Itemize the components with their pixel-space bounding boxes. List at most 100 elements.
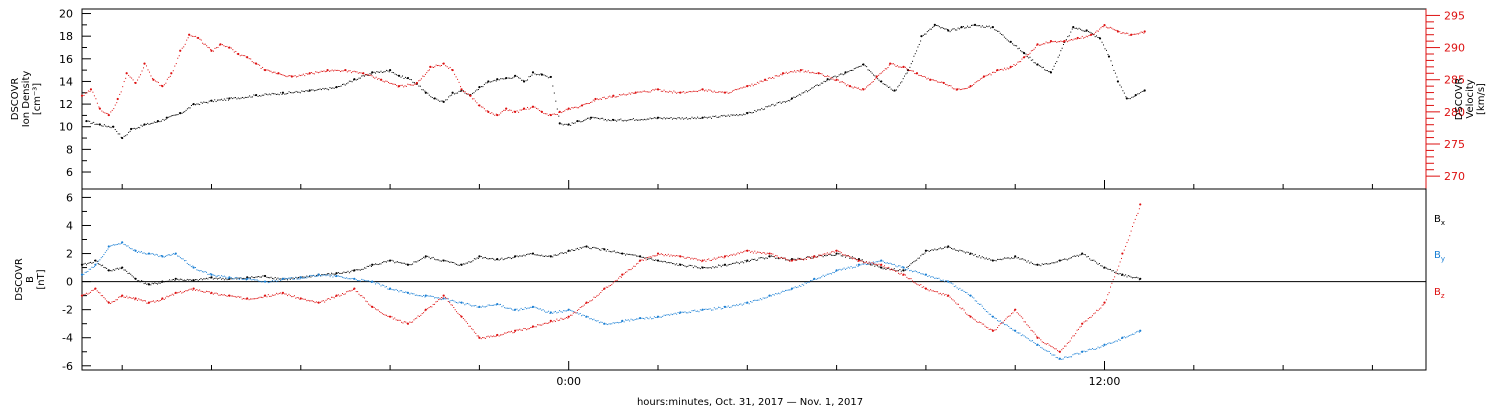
velocity-point <box>639 91 641 93</box>
by-point <box>1061 358 1063 360</box>
density-point <box>457 92 459 94</box>
by-point <box>237 278 239 280</box>
bz-point <box>819 254 821 256</box>
velocity-point <box>766 80 768 82</box>
by-point <box>493 304 495 306</box>
density-point <box>1107 54 1109 56</box>
velocity-point <box>1139 32 1141 34</box>
velocity-point <box>389 82 391 84</box>
bx-point <box>130 273 132 275</box>
density-point <box>1003 36 1005 38</box>
by-point <box>985 311 987 313</box>
by-point <box>863 263 865 265</box>
by-point <box>458 301 460 303</box>
density-point <box>218 99 220 101</box>
bx-point <box>280 278 282 280</box>
velocity-point <box>837 79 839 81</box>
velocity-point <box>878 74 880 76</box>
density-tick-label: 16 <box>59 53 73 66</box>
density-point <box>824 81 826 83</box>
velocity-point <box>143 67 145 69</box>
density-point <box>966 25 968 27</box>
bz-point <box>431 306 433 308</box>
by-point <box>307 276 309 278</box>
bx-point <box>941 248 943 250</box>
velocity-point <box>920 75 922 77</box>
bx-point <box>347 270 349 272</box>
velocity-point <box>567 109 569 111</box>
density-point <box>139 127 141 129</box>
velocity-point <box>605 98 607 100</box>
bz-point <box>886 267 888 269</box>
density-point <box>631 119 633 121</box>
density-point <box>871 72 873 74</box>
by-point <box>647 317 649 319</box>
by-point <box>1020 335 1022 337</box>
by-point <box>699 309 701 311</box>
density-point <box>332 87 334 89</box>
bx-point <box>453 262 455 264</box>
by-point <box>462 302 464 304</box>
bx-point <box>870 264 872 266</box>
density-point <box>1078 27 1080 29</box>
by-point <box>697 310 699 312</box>
by-point <box>288 277 290 279</box>
by-point <box>765 297 767 299</box>
bx-point <box>482 257 484 259</box>
bz-point <box>847 255 849 257</box>
velocity-point <box>796 70 798 72</box>
velocity-point <box>344 69 346 71</box>
by-point <box>893 263 895 265</box>
by-point <box>1120 337 1122 339</box>
by-point <box>990 313 992 315</box>
density-point <box>553 92 555 94</box>
by-point <box>958 288 959 290</box>
by-point <box>644 318 646 320</box>
bx-point <box>673 263 675 265</box>
bz-point <box>505 332 507 334</box>
legend-sub: y <box>1441 255 1445 263</box>
density-point <box>834 75 836 77</box>
velocity-point <box>250 58 252 60</box>
velocity-point <box>1057 41 1059 43</box>
velocity-point <box>403 86 405 88</box>
bz-point <box>995 329 997 331</box>
density-point <box>264 93 266 95</box>
by-point <box>343 277 345 279</box>
by-point <box>374 283 376 285</box>
density-point <box>786 100 788 102</box>
velocity-point <box>996 70 998 72</box>
bx-point <box>639 255 642 258</box>
density-point <box>380 70 382 72</box>
bx-point <box>498 259 500 261</box>
velocity-point <box>372 76 374 78</box>
by-point <box>755 299 757 301</box>
velocity-point <box>375 76 377 78</box>
by-point <box>779 293 781 295</box>
velocity-point <box>1075 38 1077 40</box>
velocity-point <box>695 90 697 92</box>
bx-point <box>669 262 671 264</box>
density-point <box>160 120 162 122</box>
by-point <box>464 304 466 306</box>
bz-point <box>140 299 142 301</box>
density-point <box>933 25 935 27</box>
density-point <box>1134 93 1137 97</box>
by-point <box>293 278 295 280</box>
bx-point <box>784 259 786 261</box>
bz-point <box>553 320 555 322</box>
density-point <box>233 97 235 99</box>
bx-point <box>913 261 915 263</box>
bx-point <box>1033 263 1035 265</box>
bfield-tick-label: -2 <box>62 304 73 317</box>
bz-point <box>456 311 458 313</box>
velocity-point <box>978 79 980 81</box>
by-point <box>299 276 302 279</box>
by-point <box>104 251 106 253</box>
velocity-point <box>981 77 983 79</box>
velocity-point <box>122 86 124 88</box>
velocity-point <box>1026 54 1028 56</box>
bx-point <box>563 252 565 254</box>
by-point <box>1126 336 1128 338</box>
bz-point <box>913 281 915 283</box>
